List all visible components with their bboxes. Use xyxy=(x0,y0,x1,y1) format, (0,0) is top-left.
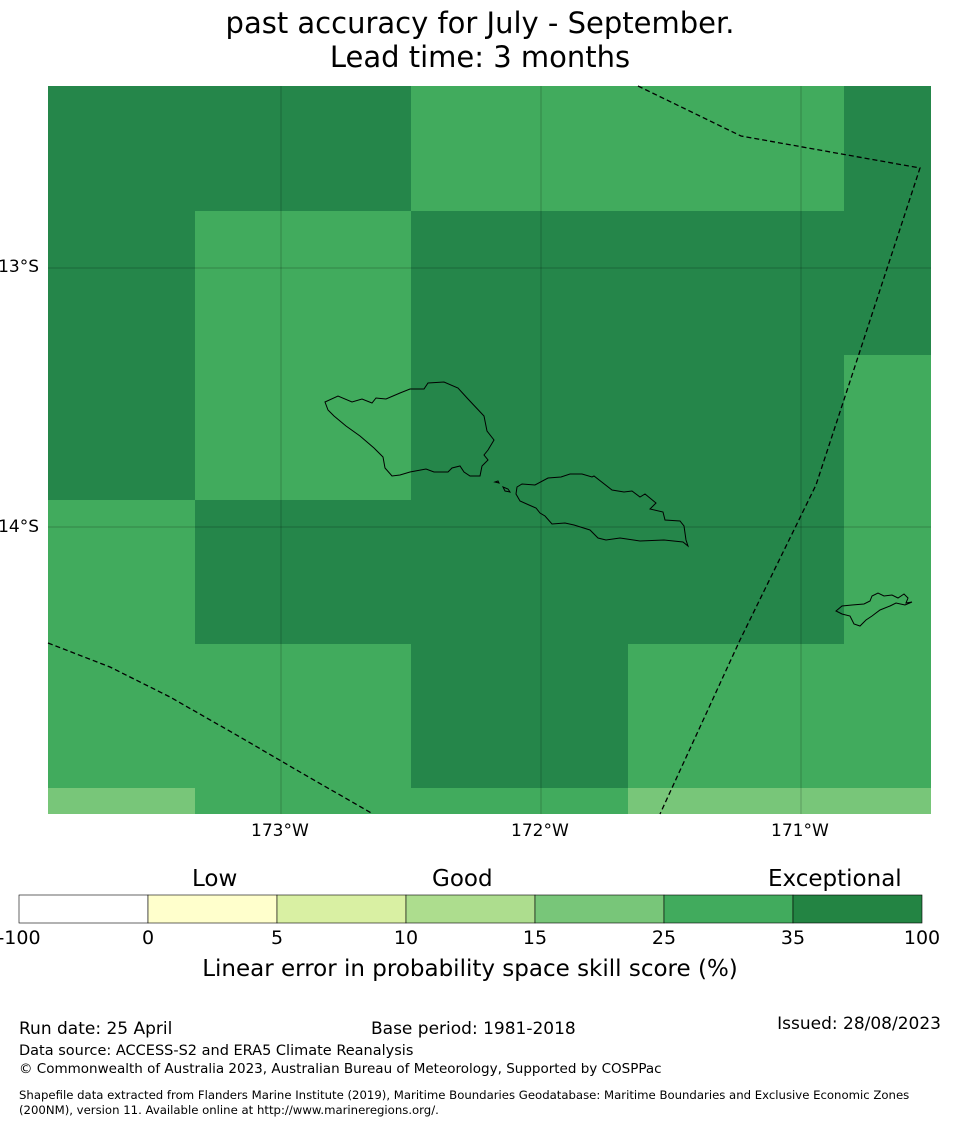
grid-cell xyxy=(48,355,195,500)
grid-cell xyxy=(195,355,411,500)
tutuila-island-outline xyxy=(835,592,913,627)
grid-cell xyxy=(48,211,195,355)
grid-cell xyxy=(411,355,844,500)
grid-cell xyxy=(195,211,411,355)
legend-tick: -100 xyxy=(0,927,41,949)
colorbar-bin xyxy=(663,894,794,924)
legend-tick: 100 xyxy=(903,927,941,949)
data-source: Data source: ACCESS-S2 and ERA5 Climate … xyxy=(19,1043,414,1059)
legend-category-exceptional: Exceptional xyxy=(768,866,902,892)
legend-category-low: Low xyxy=(192,866,238,892)
apolima-island-outline xyxy=(493,480,500,484)
grid-cell xyxy=(48,788,195,814)
lat-label-14s: 14°S xyxy=(0,517,39,537)
grid-cell xyxy=(195,500,844,644)
grid-cell xyxy=(48,86,411,211)
grid-cell xyxy=(628,644,931,788)
base-period: Base period: 1981-2018 xyxy=(371,1019,576,1039)
copyright-notice: © Commonwealth of Australia 2023, Austra… xyxy=(19,1061,662,1077)
savaii-island-outline xyxy=(324,381,495,477)
shapefile-credit-line-1: Shapefile data extracted from Flanders M… xyxy=(19,1088,910,1102)
lon-label-172w: 172°W xyxy=(511,821,569,841)
lat-label-13s: 13°S xyxy=(0,257,39,277)
run-date: Run date: 25 April xyxy=(19,1019,173,1039)
grid-cell xyxy=(48,500,195,644)
legend-tick: 0 xyxy=(141,927,155,949)
colorbar-bin xyxy=(276,894,407,924)
eez-boundaries xyxy=(47,85,921,815)
colorbar-bin xyxy=(18,894,149,924)
legend-tick: 35 xyxy=(780,927,806,949)
legend-tick: 25 xyxy=(651,927,677,949)
colorbar-bin xyxy=(147,894,278,924)
colorbar-bin xyxy=(792,894,923,924)
land-outlines xyxy=(324,381,913,627)
grid-cell xyxy=(195,788,628,814)
grid-cell xyxy=(411,86,844,211)
eez-boundary-line xyxy=(637,85,921,815)
grid-cell xyxy=(411,644,628,788)
shapefile-credit-line-2: (200NM), version 11. Available online at… xyxy=(19,1103,439,1117)
grid-cell xyxy=(844,355,931,500)
manono-island-outline xyxy=(501,486,512,493)
skill-grid xyxy=(48,86,931,814)
legend-category-good: Good xyxy=(432,866,493,892)
grid-cell xyxy=(411,211,931,355)
upolu-island-outline xyxy=(515,473,690,548)
legend-tick: 5 xyxy=(270,927,284,949)
lon-label-173w: 173°W xyxy=(251,821,309,841)
graticule xyxy=(48,86,931,814)
eez-boundary-line xyxy=(47,642,374,815)
issued-date: Issued: 28/08/2023 xyxy=(777,1014,941,1034)
map-title-line-1: past accuracy for July - September. xyxy=(225,6,735,40)
colorbar-title: Linear error in probability space skill … xyxy=(202,956,738,982)
colorbar xyxy=(18,894,923,924)
map-title-line-2: Lead time: 3 months xyxy=(329,40,631,74)
grid-cell xyxy=(628,788,931,814)
legend-tick: 15 xyxy=(522,927,548,949)
grid-cell xyxy=(48,644,411,788)
colorbar-bin xyxy=(405,894,536,924)
grid-cell xyxy=(844,86,931,211)
grid-cell xyxy=(844,500,931,644)
colorbar-bin xyxy=(534,894,665,924)
legend-tick: 10 xyxy=(393,927,419,949)
lon-label-171w: 171°W xyxy=(771,821,829,841)
